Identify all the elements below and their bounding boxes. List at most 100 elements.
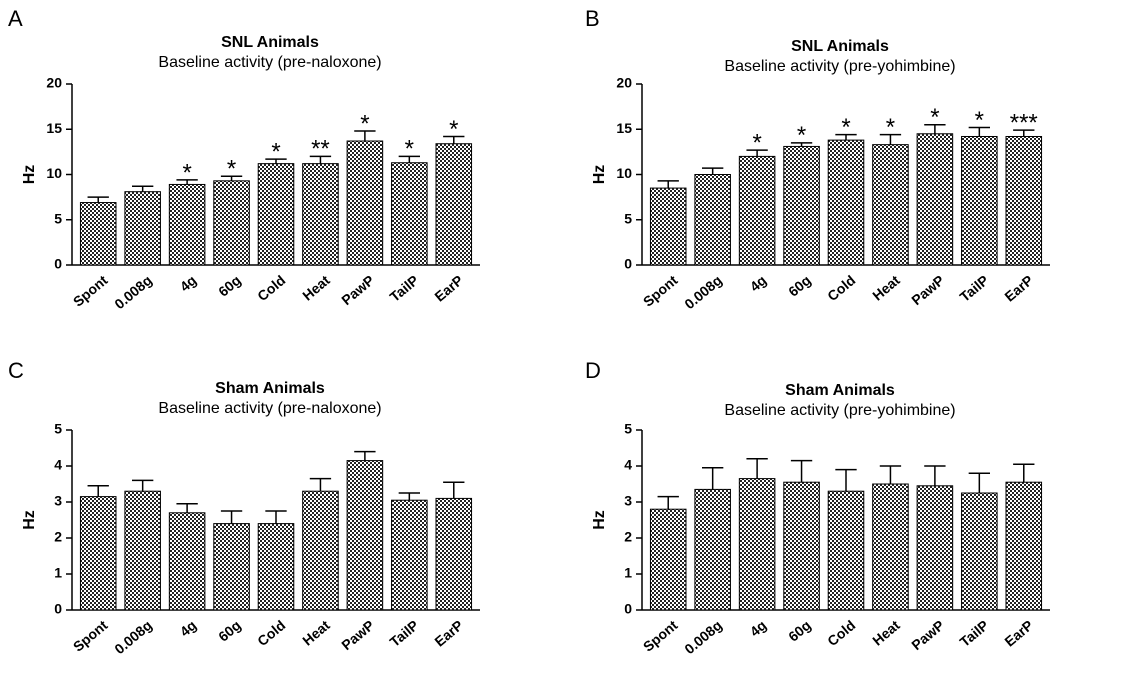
x-tick-label: EarP [1001,617,1036,650]
significance-label: * [975,107,984,134]
chart-subtitle: Baseline activity (pre-naloxone) [158,54,381,71]
significance-label: *** [1010,109,1038,136]
y-tick-label: 4 [624,457,632,473]
x-tick-label: Heat [299,272,333,304]
error-bar [398,155,420,163]
bar [213,180,250,266]
error-bar [220,175,243,181]
x-tick-label: TailP [957,272,992,305]
y-tick-label: 0 [624,601,632,617]
y-tick-label: 0 [54,256,62,272]
error-bar [746,458,768,479]
x-tick-label: 4g [177,617,200,640]
y-tick-label: 20 [46,75,62,91]
y-tick-label: 1 [624,565,632,581]
x-tick-label: 60g [785,617,814,645]
x-tick-label: TailP [387,617,422,650]
x-tick-label: Cold [824,272,858,304]
bar [435,497,473,611]
error-bar [443,135,465,144]
x-tick-label: 60g [785,272,814,300]
x-tick-label: EarP [431,617,466,650]
y-tick-label: 20 [616,75,632,91]
bar [827,490,865,611]
x-tick-label: 0.008g [111,272,155,312]
significance-label: * [271,138,280,165]
x-tick-label: TailP [387,272,422,305]
significance-label: * [752,129,761,156]
bar [694,174,731,266]
x-tick-label: 0.008g [681,617,725,657]
bar [79,202,117,266]
error-bar [398,492,420,501]
x-tick-label: PawP [908,272,947,308]
chart-title: SNL Animals [221,34,319,51]
error-bar [1013,129,1035,137]
error-bar [790,142,813,147]
error-bar [968,126,990,137]
x-tick-label: Heat [869,272,903,304]
significance-label: * [182,159,191,186]
error-bar [220,510,243,524]
panel-label: D [585,358,601,383]
error-bar [702,467,724,490]
x-tick-label: 4g [177,272,200,295]
error-bar [657,495,679,510]
x-tick-label: Cold [254,272,288,304]
bar [916,133,954,266]
y-axis-label: Hz [21,165,38,185]
y-tick-label: 5 [54,210,62,226]
x-tick-label: Heat [299,617,333,649]
bar [783,145,820,266]
bar [916,485,954,611]
x-tick-label: Spont [640,272,681,310]
x-tick-label: Cold [254,617,288,649]
bar [391,499,428,611]
error-bar [790,459,813,483]
y-tick-label: 10 [616,165,632,181]
x-tick-label: EarP [431,272,466,305]
error-bar [354,450,376,461]
x-tick-label: 4g [747,272,770,295]
panel-label: B [585,6,600,31]
x-tick-label: 4g [747,617,770,640]
x-tick-label: Spont [70,272,111,310]
y-tick-label: 10 [46,165,62,181]
y-tick-label: 0 [54,601,62,617]
bar [649,508,687,611]
bar [302,490,339,611]
bar [1005,135,1043,266]
y-tick-label: 15 [616,120,632,136]
error-bar [879,133,902,145]
bar [257,163,295,266]
x-tick-label: 0.008g [111,617,155,657]
significance-label: * [886,114,895,141]
y-tick-label: 2 [54,529,62,545]
bar [346,460,384,611]
bar [961,135,998,266]
y-tick-label: 0 [624,256,632,272]
x-tick-label: Spont [640,617,681,655]
bar [302,163,339,266]
x-tick-label: 60g [215,617,244,645]
error-bar [176,179,198,185]
panel-label: C [8,358,24,383]
bar [124,490,161,611]
significance-label: * [405,136,414,163]
bar [738,478,776,611]
bar [694,488,731,611]
x-tick-label: Spont [70,617,111,655]
error-bar [132,185,154,192]
y-tick-label: 3 [54,493,62,509]
bar [1005,481,1043,611]
bar [168,512,206,611]
error-bar [1013,463,1035,483]
chart-subtitle: Baseline activity (pre-naloxone) [158,400,381,417]
y-tick-label: 5 [54,421,62,437]
y-tick-label: 3 [624,493,632,509]
error-bar [265,158,287,164]
y-axis-label: Hz [591,165,608,185]
error-bar [924,465,946,486]
error-bar [924,123,946,134]
significance-label: * [930,104,939,131]
